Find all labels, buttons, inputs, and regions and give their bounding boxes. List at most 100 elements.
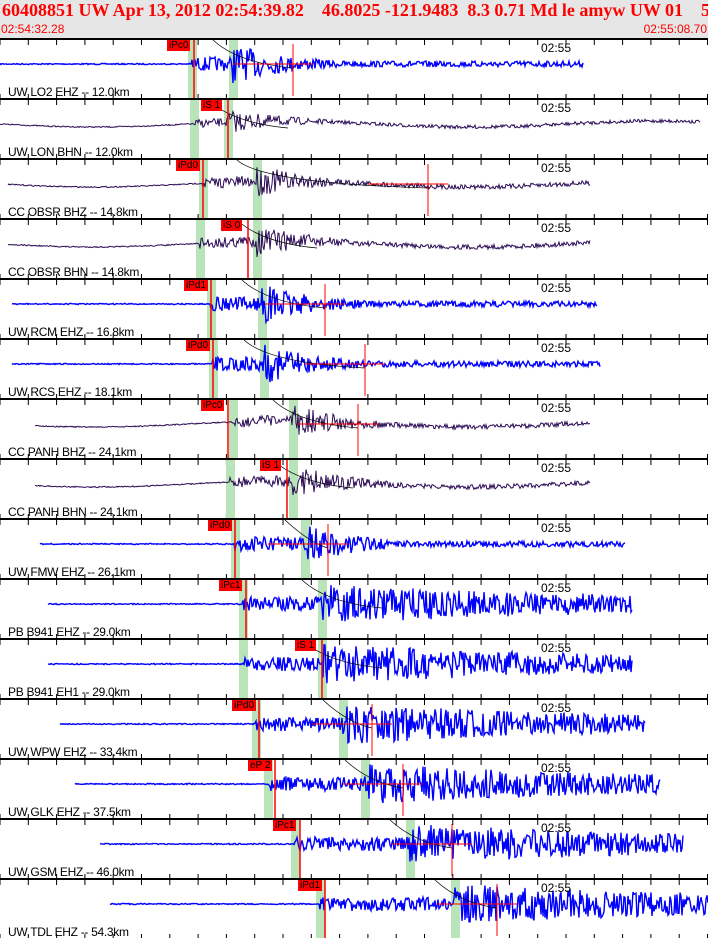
pick-label[interactable]: iPd0	[232, 700, 257, 711]
event-title: 60408851 UW Apr 13, 2012 02:54:39.82 46.…	[2, 0, 708, 20]
trace-panel[interactable]: iPd1 UW RCM EHZ -- 16.8km 02:55	[0, 278, 708, 338]
waveform	[11, 286, 598, 325]
clock-label: 02:55	[541, 161, 572, 175]
pick-label[interactable]: iS 1	[201, 100, 223, 111]
p-window	[226, 460, 235, 518]
pick-label[interactable]: eP 2	[248, 760, 273, 771]
coda-curve	[344, 760, 404, 789]
clock-label: 02:55	[541, 821, 572, 835]
s-window	[289, 400, 298, 458]
station-label: UW RCM EHZ -- 16.8km	[8, 325, 135, 338]
station-label: UW WPW EHZ -- 33.4km	[8, 745, 138, 758]
clock-label: 02:55	[541, 761, 572, 775]
pick-label[interactable]: iPd1	[184, 280, 209, 291]
event-header: 60408851 UW Apr 13, 2012 02:54:39.82 46.…	[0, 0, 708, 38]
waveform	[7, 229, 591, 258]
station-label: CC OBSR BHN -- 14.8km	[8, 265, 140, 278]
pick-label[interactable]: iPc0	[201, 400, 225, 411]
clock-label: 02:55	[541, 581, 572, 595]
trace-panel[interactable]: iPd0 UW FMW EHZ -- 26.1km 02:55	[0, 518, 708, 578]
clock-label: 02:55	[541, 701, 572, 715]
waveform	[7, 167, 591, 197]
waveform	[47, 643, 633, 684]
waveform	[0, 48, 584, 84]
end-time: 02:55:08.70	[643, 22, 707, 36]
trace-panel[interactable]: iS 1 CC PANH BHN -- 24.1km 02:55	[0, 458, 708, 518]
clock-label: 02:55	[541, 461, 572, 475]
pick-label[interactable]: iPc1	[219, 580, 243, 591]
coda-curve	[236, 160, 429, 189]
waveform	[109, 885, 708, 923]
p-window	[239, 640, 248, 698]
trace-panel[interactable]: iS 1 UW LON BHN -- 12.0km 02:55	[0, 98, 708, 158]
waveform	[47, 585, 633, 622]
trace-panel[interactable]: iPd1 UW TDL EHZ -- 54.3km 02:55	[0, 878, 708, 938]
coda-curve	[236, 220, 318, 249]
s-window	[451, 880, 460, 938]
p-window	[196, 220, 205, 278]
coda-curve	[212, 40, 294, 69]
station-label: PB B941 EHZ -- 29.0km	[8, 625, 131, 638]
clock-label: 02:55	[541, 641, 572, 655]
coda-curve	[322, 700, 373, 729]
waveform	[35, 405, 591, 435]
coda-curve	[272, 400, 359, 429]
trace-panel[interactable]: iPc1 UW GSM EHZ -- 46.0km 02:55	[0, 818, 708, 878]
trace-panel[interactable]: iPd0 UW WPW EHZ -- 33.4km 02:55	[0, 698, 708, 758]
station-label: UW GLK EHZ -- 37.5km	[8, 805, 131, 818]
clock-label: 02:55	[541, 881, 572, 895]
pick-label[interactable]: iPd0	[208, 520, 233, 531]
coda-curve	[241, 280, 326, 309]
clock-label: 02:55	[541, 101, 572, 115]
clock-label: 02:55	[541, 281, 572, 295]
start-time: 02:54:32.28	[1, 22, 65, 36]
waveform	[59, 706, 646, 745]
clock-label: 02:55	[541, 521, 572, 535]
trace-panel[interactable]: iS 0 CC OBSR BHN -- 14.8km 02:55	[0, 218, 708, 278]
waveform	[34, 469, 591, 495]
s-window	[260, 340, 269, 398]
waveform	[11, 344, 601, 383]
pick-label[interactable]: iS 1	[295, 640, 317, 651]
pick-label[interactable]: iPc0	[167, 40, 191, 51]
station-label: UW TDL EHZ -- 54.3km	[8, 925, 129, 938]
p-window	[264, 760, 273, 818]
station-label: PB B941 EH1 -- 29.0km	[8, 685, 130, 698]
pick-label[interactable]: iPc1	[273, 820, 297, 831]
trace-panel[interactable]: iPc0 CC PANH BHZ -- 24.1km 02:55	[0, 398, 708, 458]
trace-panel[interactable]: iPd0 CC OBSR BHZ -- 14.8km 02:55	[0, 158, 708, 218]
clock-label: 02:55	[541, 41, 572, 55]
station-label: UW FMW EHZ -- 26.1km	[8, 565, 136, 578]
trace-panel[interactable]: iS 1 PB B941 EH1 -- 29.0km 02:55	[0, 638, 708, 698]
station-label: CC PANH BHN -- 24.1km	[8, 505, 138, 518]
clock-label: 02:55	[541, 401, 572, 415]
coda-curve	[243, 340, 366, 369]
trace-panel[interactable]: iPc0 UW LO2 EHZ -- 12.0km 02:55	[0, 38, 708, 98]
station-label: UW LON BHN -- 12.0km	[8, 145, 133, 158]
p-window	[188, 40, 197, 98]
trace-panel[interactable]: eP 2 UW GLK EHZ -- 37.5km 02:55	[0, 758, 708, 818]
trace-panel[interactable]: iPc1 PB B941 EHZ -- 29.0km 02:55	[0, 578, 708, 638]
waveform	[99, 825, 684, 862]
coda-curve	[301, 580, 383, 609]
station-label: UW RCS EHZ -- 18.1km	[8, 385, 133, 398]
coda-curve	[284, 520, 329, 549]
coda-curve	[434, 880, 498, 909]
pick-label[interactable]: iPd0	[186, 340, 211, 351]
station-label: CC PANH BHZ -- 24.1km	[8, 445, 137, 458]
station-label: UW LO2 EHZ -- 12.0km	[8, 85, 130, 98]
clock-label: 02:55	[541, 341, 572, 355]
waveform	[74, 764, 661, 804]
p-window	[291, 820, 300, 878]
pick-label[interactable]: iPd0	[176, 160, 201, 171]
pick-label[interactable]: iS 0	[221, 220, 243, 231]
waveform	[0, 109, 701, 132]
pick-label[interactable]: iS 1	[260, 460, 282, 471]
station-label: CC OBSR BHZ -- 14.8km	[8, 205, 138, 218]
pick-label[interactable]: iPd1	[298, 880, 323, 891]
station-label: UW GSM EHZ -- 46.0km	[8, 865, 135, 878]
p-window	[229, 400, 238, 458]
s-window	[253, 160, 262, 218]
trace-panel[interactable]: iPd0 UW RCS EHZ -- 18.1km 02:55	[0, 338, 708, 398]
p-window	[190, 100, 199, 158]
